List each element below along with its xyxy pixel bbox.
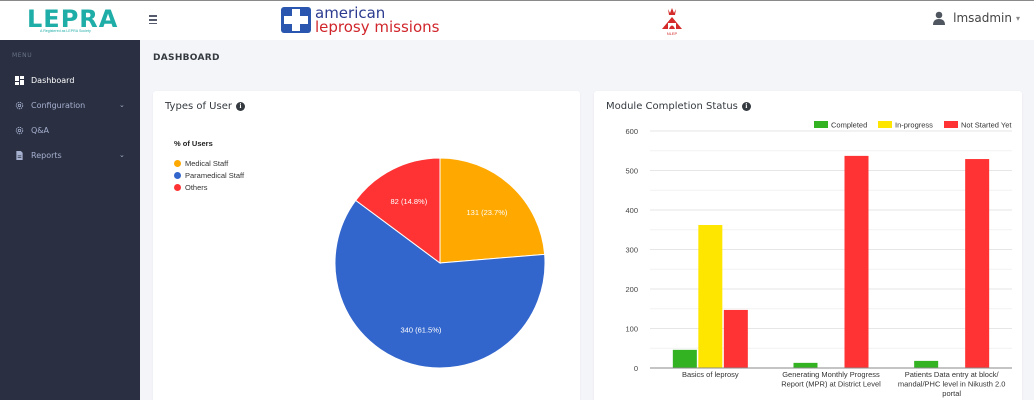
legend-swatch-icon (814, 121, 828, 128)
x-category-label: mandal/PHC level in Nikusth 2.0 (898, 380, 1006, 389)
lepra-logo[interactable]: LEPRA A Registered as LEPRA Society (0, 1, 140, 41)
info-icon[interactable]: i (235, 102, 245, 111)
bar-completed[interactable] (793, 362, 818, 368)
report-icon (16, 150, 23, 160)
bar-chart[interactable]: Completed In-progress Not Started Yet 0 100 2… (594, 91, 1022, 400)
y-tick-label: 400 (625, 206, 638, 215)
legend-dot-icon (174, 171, 181, 179)
card-title: Module Completion Status i (606, 101, 751, 112)
top-header: LEPRA A Registered as LEPRA Society amer… (0, 0, 1034, 40)
username: lmsadmin (953, 11, 1012, 25)
sidebar-item-label: Dashboard (31, 75, 75, 85)
sidebar-item-dashboard[interactable]: Dashboard (0, 68, 140, 92)
sidebar-item-label: Q&A (31, 125, 50, 135)
x-category-label: Basics of leprosy (682, 370, 739, 379)
legend-item-others[interactable]: Others (174, 181, 244, 193)
pie-slice-others[interactable] (355, 157, 441, 264)
alm-text-line1: american (315, 4, 386, 22)
legend-label: In-progress (895, 121, 933, 130)
hamburger-icon[interactable] (149, 13, 159, 27)
y-tick-label: 600 (625, 127, 638, 136)
gear-icon (15, 101, 24, 109)
module-completion-card: Module Completion Status i Completed In-p… (594, 91, 1022, 400)
sidebar-item-configuration[interactable]: Configuration ⌄ (0, 93, 140, 117)
x-category-label: portal (942, 389, 961, 398)
pie-slice-label: 82 (14.8%) (391, 197, 428, 206)
alm-text-line2: leprosy missions (315, 18, 440, 36)
lepra-logo-subtitle: A Registered as LEPRA Society (40, 29, 91, 33)
legend-item-completed[interactable]: Completed (814, 121, 867, 130)
y-tick-label: 100 (625, 325, 638, 334)
legend-label: Paramedical Staff (185, 170, 245, 180)
sidebar-item-label: Reports (31, 150, 62, 160)
legend-swatch-icon (944, 121, 958, 128)
pie-legend: Medical Staff Paramedical Staff Others (174, 157, 244, 193)
pie-slice-label: 340 (61.5%) (401, 326, 442, 335)
user-menu[interactable]: lmsadmin ▾ (933, 11, 1020, 25)
pie-legend-title: % of Users (174, 139, 213, 148)
x-category-label: Patients Data entry at block/ (905, 370, 1000, 379)
bar-completed[interactable] (914, 360, 939, 368)
menu-section-title: MENU (12, 52, 33, 59)
medical-cross-icon (281, 7, 311, 33)
legend-label: Medical Staff (185, 158, 229, 168)
sidebar-item-reports[interactable]: Reports ⌄ (0, 143, 140, 167)
card-title-text: Module Completion Status (606, 101, 738, 112)
legend-swatch-icon (878, 121, 892, 128)
pie-chart[interactable]: 131 (23.7%) 340 (61.5%) 82 (14.8%) (153, 91, 580, 400)
card-title: Types of User i (165, 101, 245, 112)
gear-icon (15, 126, 24, 134)
svg-text:NLEP: NLEP (667, 31, 678, 36)
info-icon[interactable]: i (741, 102, 751, 111)
legend-item-not-started-yet[interactable]: Not Started Yet (944, 121, 1012, 130)
bar-not-started-yet[interactable] (723, 309, 748, 368)
legend-item-paramedical-staff[interactable]: Paramedical Staff (174, 169, 244, 181)
user-icon (933, 11, 946, 25)
chevron-down-icon: ▾ (1015, 13, 1020, 23)
pie-slice-paramedical-staff[interactable] (334, 199, 546, 369)
legend-label: Completed (831, 121, 867, 130)
bar-not-started-yet[interactable] (844, 155, 869, 368)
dashboard-icon (15, 75, 24, 85)
bar-in-progress[interactable] (698, 225, 723, 368)
pie-slice-medical-staff[interactable] (439, 157, 546, 264)
types-of-user-card: Types of User i % of Users Medical Staff… (153, 91, 580, 400)
y-tick-label: 200 (625, 285, 638, 294)
card-title-text: Types of User (165, 101, 232, 112)
x-category-label: Report (MPR) at District Level (781, 380, 881, 389)
legend-item-medical-staff[interactable]: Medical Staff (174, 157, 244, 169)
sidebar-item-qa[interactable]: Q&A (0, 118, 140, 142)
sidebar-item-label: Configuration (31, 100, 86, 110)
x-category-label: Generating Monthly Progress (782, 370, 880, 379)
y-tick-label: 500 (625, 167, 638, 176)
legend-label: Others (185, 182, 208, 192)
bar-completed[interactable] (672, 349, 697, 368)
sidebar: MENU Dashboard Configuration ⌄ Q&A Repor… (0, 40, 140, 400)
y-tick-label: 300 (625, 246, 638, 255)
legend-label: Not Started Yet (961, 121, 1012, 130)
page-title: DASHBOARD (153, 53, 220, 63)
y-tick-label: 0 (634, 364, 638, 373)
chevron-down-icon: ⌄ (119, 152, 125, 159)
lepra-logo-text: LEPRA (27, 5, 119, 33)
legend-dot-icon (174, 159, 181, 167)
bar-not-started-yet[interactable] (965, 159, 990, 368)
chevron-down-icon: ⌄ (119, 102, 125, 109)
nlep-logo-icon: NLEP (662, 8, 682, 36)
legend-dot-icon (174, 183, 181, 191)
legend-item-in-progress[interactable]: In-progress (878, 121, 933, 130)
pie-slice-label: 131 (23.7%) (467, 208, 508, 217)
